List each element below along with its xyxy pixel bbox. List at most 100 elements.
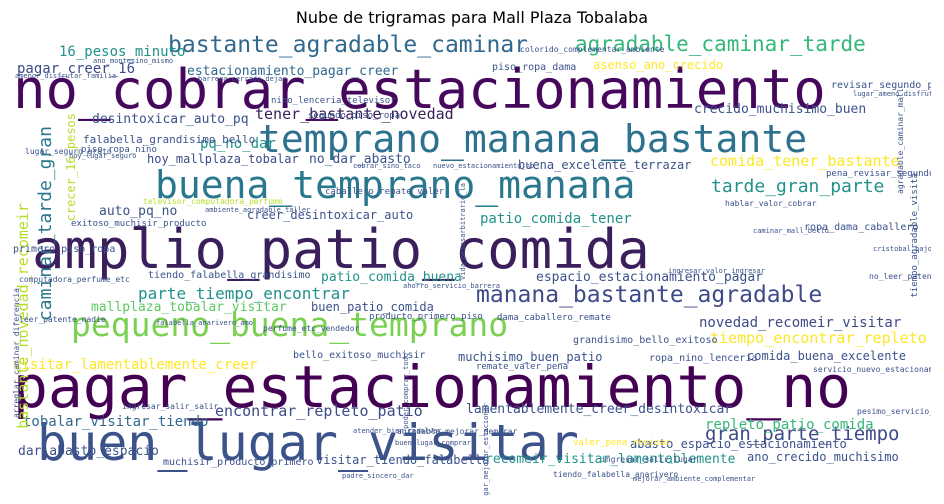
- trigram-word: buen_patio_comida: [311, 300, 434, 314]
- trigram-word: encontrar_repleto_patio: [215, 402, 423, 420]
- trigram-word: grandisimo_bello_exitoso: [573, 335, 718, 346]
- trigram-word: barrera_cerrado_dejar: [198, 75, 287, 83]
- trigram-word: caballero_remate_valer: [325, 187, 445, 197]
- trigram-word: tiendo_falabella_grandisimo: [148, 270, 311, 281]
- trigram-word: ropa_nino_lenceria: [649, 353, 758, 364]
- trigram-word: ahorro_servicio_barrera: [403, 282, 500, 290]
- trigram-word: pq_no_dar: [200, 136, 276, 152]
- trigram-word: comida_tener_bastante: [710, 152, 900, 170]
- trigram-word: ano_crecido_muchisimo: [747, 450, 899, 464]
- trigram-word: manana_bastante_agradable: [476, 282, 823, 308]
- trigram-word: primero_piso_ropa: [13, 244, 116, 255]
- trigram-word: piso_ropa_dama: [492, 62, 577, 73]
- trigram-word: patio_comida_tener: [480, 211, 632, 227]
- trigram-word: valer_pena_revisar: [573, 438, 671, 448]
- trigram-word: espacio_estacionamiento_pagar: [536, 270, 763, 285]
- trigram-word: muchisimo_buen_patio: [458, 350, 603, 364]
- trigram-word: tiempo_agradable_visita: [910, 173, 920, 298]
- trigram-word: dama_caballero_remate: [497, 313, 611, 323]
- trigram-word: desintoxicar_auto_pq: [92, 112, 249, 127]
- trigram-word: poder_comprar_todo: [402, 353, 410, 429]
- trigram-word: parte_tiempo_encontrar: [138, 284, 350, 303]
- trigram-word: muchisir_producto_primero: [163, 457, 314, 468]
- trigram-word: amenor_disfrutar_familia: [15, 72, 117, 80]
- trigram-word: buen_lugar_visitar: [37, 414, 579, 472]
- trigram-word: hoy_lugar_seguro: [69, 152, 137, 160]
- trigram-word: ingresar_salir_salir: [122, 402, 219, 411]
- trigram-word: pesimo_servicio_nuevo: [857, 407, 931, 416]
- trigram-word: no_cobrar_estacionamiento: [13, 58, 826, 121]
- trigram-word: falabella_grandisimo_bello: [83, 133, 256, 146]
- trigram-word: lugar_mejorar_estacionar: [482, 403, 490, 496]
- trigram-word: ambiente_agradable_taller: [205, 206, 311, 214]
- trigram-word: pena_revisar_segundo: [826, 169, 931, 179]
- trigram-word: leer_patente_nadie: [19, 315, 106, 324]
- trigram-word: exitoso_muchisir_producto: [71, 219, 207, 229]
- trigram-word: amplio_patio_comida: [32, 218, 650, 281]
- trigram-word: colorido_complementar_ambiente: [520, 45, 665, 54]
- trigram-word: perfume_etc_vendedor: [263, 324, 360, 333]
- trigram-word: nino_lenceria_televisor: [271, 96, 396, 106]
- trigram-word: pagar_creer_16: [17, 61, 136, 77]
- trigram-word: computadora_perfume_etc: [19, 275, 130, 284]
- trigram-word: nuevo_estacionamiento_no: [433, 162, 535, 170]
- trigram-word: patio_comida_buena: [321, 270, 462, 285]
- trigram-word: recomeir_visitar_lamentablemente: [485, 452, 736, 467]
- trigram-word: novedad_recomeir_visitar: [699, 315, 902, 331]
- trigram-word: atender_bien_resolver: [353, 427, 442, 435]
- trigram-word: no_leer_patente: [869, 272, 931, 281]
- trigram-word: crecer_16_pesos: [64, 113, 78, 222]
- trigram-word: tobalar_visitar_tiendo: [23, 414, 209, 430]
- trigram-word: pequeno_buena_temprano: [71, 305, 509, 344]
- trigram-word: hablar_valor_cobrar: [725, 199, 817, 208]
- trigram-word: creer_desintoxicar_auto: [247, 208, 414, 222]
- trigram-word: cobrar_sino_taco: [353, 162, 421, 170]
- trigram-word: 16_pesos_minuto: [59, 44, 186, 60]
- trigram-word: bastante_agradable_caminar: [168, 33, 529, 58]
- trigram-word: gran_parte_tiempo: [705, 423, 900, 445]
- trigram-word: tarde_gran_parte: [711, 176, 885, 197]
- trigram-word: hoy_mallplaza_tobalar: [147, 152, 299, 166]
- trigram-word: mejorar_ambiente_complementar: [633, 475, 756, 483]
- trigram-word: temprano_manana_bastante: [258, 117, 808, 161]
- trigram-word: lugar_ameno_disfrutar: [853, 90, 931, 98]
- trigram-word: vida_pesosarbitrario_la: [459, 183, 467, 280]
- trigram-word: ingresar_valor_ingresar: [668, 267, 765, 275]
- word-cloud: amplio_patio_comida pagar_estacionamient…: [13, 33, 931, 496]
- figure-title: Nube de trigramas para Mall Plaza Tobala…: [295, 8, 649, 27]
- trigram-word: producto_primero_piso: [369, 312, 483, 322]
- trigram-word: abasto_espacio_estacionamiento: [630, 437, 847, 451]
- trigram-word: tiendo_falabella_anarivero: [553, 470, 679, 479]
- trigram-word: comida_buena_excelente: [747, 349, 906, 363]
- trigram-word: buen_lugar_comprar: [395, 439, 471, 447]
- trigram-word: revisar_segundo_piso: [831, 80, 931, 91]
- trigram-word: crecido_muchisimo_buen: [694, 102, 867, 117]
- trigram-word: buena_temprano_manana: [155, 163, 636, 207]
- trigram-word: buena_excelente_terrazar: [518, 158, 692, 172]
- trigram-word: agradable_caminar_mall: [896, 88, 905, 194]
- trigram-word: ano_montesino_mismo: [93, 57, 174, 65]
- trigram-word: bello_exitoso_muchisir: [293, 350, 426, 361]
- trigram-word: estacionamiento_pagar_creer: [187, 64, 399, 79]
- trigram-word: tiempo_encontrar_repleto: [710, 329, 927, 347]
- trigram-word: arreglar_caminar_diferencia: [13, 288, 21, 419]
- trigram-word: tener_bastante_novedad: [255, 105, 454, 123]
- trigram-word: repleto_patio_comida: [705, 417, 874, 433]
- trigram-word: padre_sincero_dar: [342, 472, 414, 480]
- trigram-word: ingresar_salir_lugar: [601, 455, 698, 464]
- trigram-word: asenso_ano_crecido: [593, 58, 724, 72]
- trigram-word: visitar_tiendo_falabella: [316, 453, 490, 467]
- trigram-word: cristobal_bajo_cuidar: [873, 245, 931, 253]
- trigram-word: lamentablemente_creer_desintoxicar: [466, 402, 733, 417]
- trigram-word: agradable_caminar_tarde: [575, 33, 866, 56]
- trigram-word: lugar_seguro_grato: [25, 147, 112, 156]
- trigram-word: mallplaza_tobalar_visitar: [91, 300, 287, 315]
- trigram-word: agradable_mejorar_demorar: [397, 427, 518, 436]
- trigram-word: segundo_piso_ropa: [308, 111, 401, 121]
- trigram-word: pagar_estacionamiento_no: [13, 353, 852, 421]
- trigram-word: ropa_dama_caballero: [804, 222, 919, 233]
- trigram-word: servicio_nuevo_estacionamiento: [813, 365, 931, 374]
- trigram-word: no_dar_abasto: [309, 152, 411, 167]
- trigram-word: dar_abasto_espacio: [18, 444, 159, 459]
- trigram-word: falabella_anarivero_amo: [156, 319, 253, 327]
